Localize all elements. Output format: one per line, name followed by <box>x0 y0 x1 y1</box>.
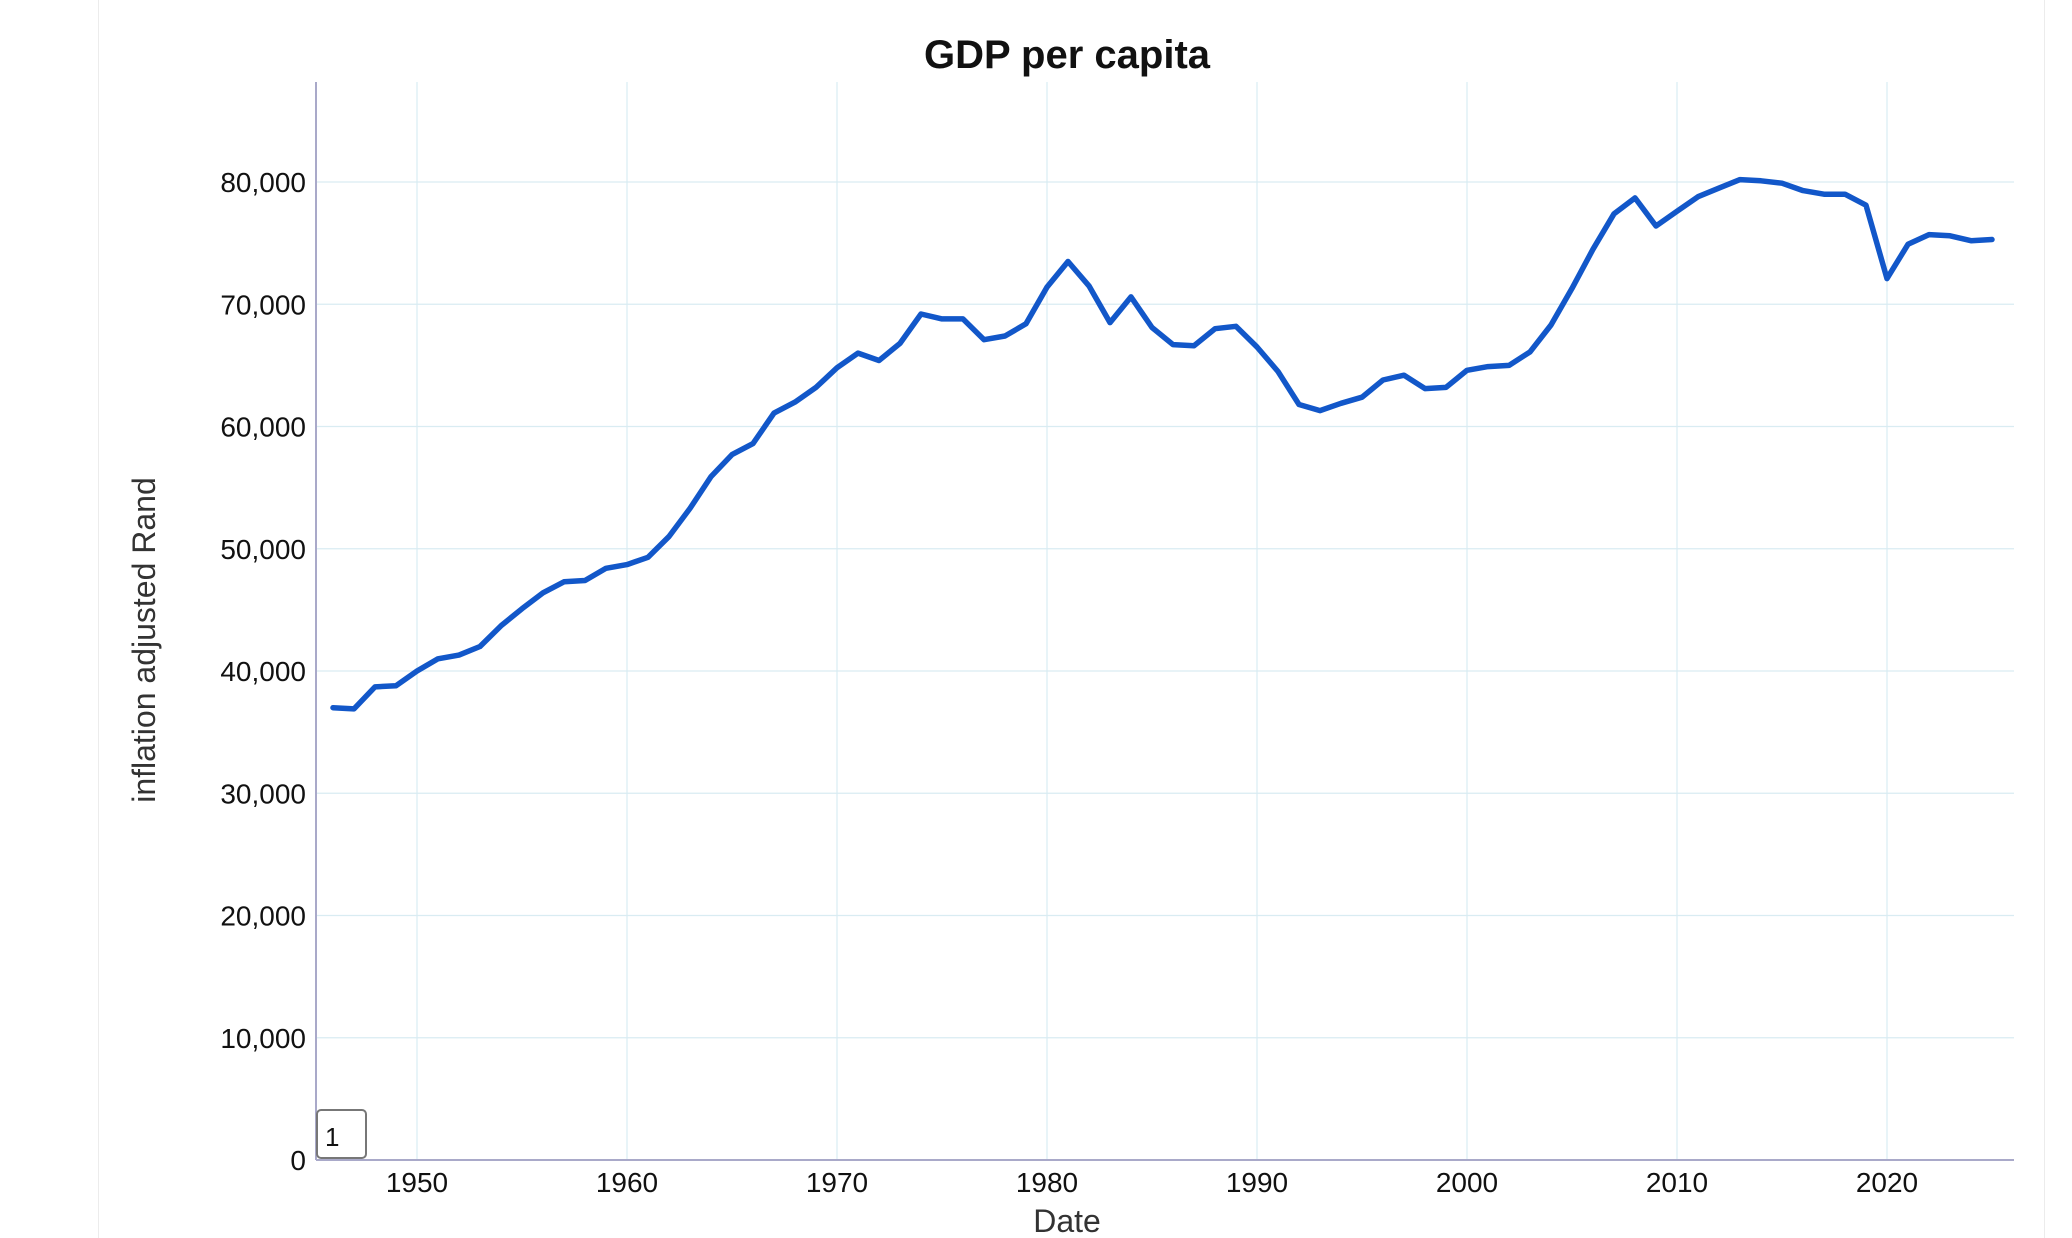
x-axis-label: Date <box>1033 1203 1101 1238</box>
badge-box <box>316 1109 367 1159</box>
x-tick-label: 2010 <box>1646 1167 1708 1198</box>
grid <box>316 82 2014 1160</box>
y-tick-label: 40,000 <box>220 656 306 687</box>
series-selector-badge[interactable]: 1 <box>316 1109 367 1159</box>
y-axis-label: inflation adjusted Rand <box>126 477 162 803</box>
x-tick-label: 1990 <box>1226 1167 1288 1198</box>
x-tick-label: 1960 <box>596 1167 658 1198</box>
y-tick-label: 20,000 <box>220 901 306 932</box>
y-tick-label: 0 <box>290 1145 306 1176</box>
series-line-gdp-per-capita <box>330 176 1995 712</box>
x-tick-label: 2000 <box>1436 1167 1498 1198</box>
y-tick-label: 60,000 <box>220 412 306 443</box>
badge-label: 1 <box>325 1122 339 1152</box>
x-tick-label: 1980 <box>1016 1167 1078 1198</box>
y-tick-label: 70,000 <box>220 289 306 320</box>
x-axis-ticks: 1950 1960 1970 1980 1990 2000 2010 2020 <box>386 1167 1918 1198</box>
x-tick-label: 1970 <box>806 1167 868 1198</box>
y-tick-label: 10,000 <box>220 1023 306 1054</box>
y-tick-label: 80,000 <box>220 167 306 198</box>
y-axis-ticks: 0 10,000 20,000 30,000 40,000 50,000 60,000 70,… <box>220 167 306 1176</box>
x-tick-label: 2020 <box>1856 1167 1918 1198</box>
right-panel-border <box>2044 0 2045 1238</box>
chart-title: GDP per capita <box>924 33 1211 77</box>
y-tick-label: 30,000 <box>220 778 306 809</box>
x-tick-label: 1950 <box>386 1167 448 1198</box>
y-tick-label: 50,000 <box>220 534 306 565</box>
left-panel-border <box>98 0 99 1238</box>
